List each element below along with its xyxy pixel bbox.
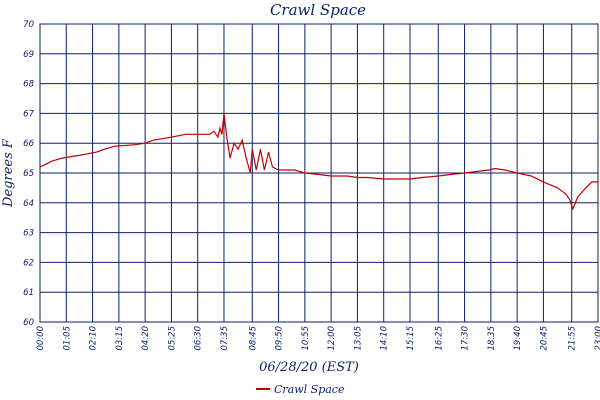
- chart-title: Crawl Space: [270, 1, 366, 19]
- y-tick-label: 70: [23, 20, 34, 30]
- y-tick-label: 68: [23, 80, 34, 90]
- x-tick-label: 19:40: [513, 326, 523, 351]
- x-tick-label: 03:15: [115, 326, 125, 351]
- x-tick-label: 12:00: [327, 326, 337, 351]
- series-line-crawl-space: [39, 113, 598, 211]
- y-tick-label: 65: [23, 169, 34, 179]
- x-tick-label: 21:55: [568, 326, 578, 351]
- legend-label: Crawl Space: [274, 383, 345, 396]
- x-tick-label: 05:25: [167, 326, 177, 351]
- x-tick-label: 02:10: [89, 326, 99, 351]
- x-tick-label: 20:45: [539, 326, 549, 351]
- x-tick-label: 17:30: [461, 326, 471, 351]
- x-tick-label: 09:50: [275, 326, 285, 351]
- y-axis-label: Degrees F: [1, 138, 16, 208]
- y-tick-label: 66: [23, 139, 34, 149]
- y-tick-label: 62: [23, 258, 34, 268]
- y-tick-label: 69: [23, 50, 34, 60]
- y-axis-ticks: 60 61 62 63 64 65 66 67 68 69 70: [23, 20, 34, 328]
- x-tick-label: 06:30: [194, 326, 204, 351]
- x-tick-label: 23:00: [594, 326, 600, 351]
- x-tick-label: 16:25: [434, 326, 444, 351]
- x-tick-label: 14:10: [380, 326, 390, 351]
- y-tick-label: 63: [23, 229, 34, 239]
- x-tick-label: 00:00: [36, 326, 46, 351]
- y-tick-label: 64: [23, 199, 34, 209]
- legend: Crawl Space: [256, 383, 345, 396]
- x-tick-label: 01:05: [62, 326, 72, 351]
- plot-area-frame: [39, 23, 599, 323]
- x-tick-label: 18:35: [487, 326, 497, 351]
- x-tick-label: 13:05: [353, 326, 363, 351]
- x-axis-ticks: 00:00 01:05 02:10 03:15 04:20 05:25 06:30 07:35…: [36, 326, 600, 351]
- x-tick-label: 04:20: [141, 326, 151, 351]
- x-tick-label: 15:15: [406, 326, 416, 351]
- x-tick-label: 07:35: [220, 326, 230, 351]
- x-tick-label: 08:45: [248, 326, 258, 351]
- chart-grid: [39, 23, 599, 323]
- x-axis-label: 06/28/20 (EST): [259, 360, 359, 375]
- chart-series: [39, 113, 598, 211]
- y-tick-label: 60: [23, 318, 34, 328]
- y-tick-label: 61: [23, 288, 34, 298]
- x-tick-label: 10:55: [301, 326, 311, 351]
- y-tick-label: 67: [23, 109, 34, 119]
